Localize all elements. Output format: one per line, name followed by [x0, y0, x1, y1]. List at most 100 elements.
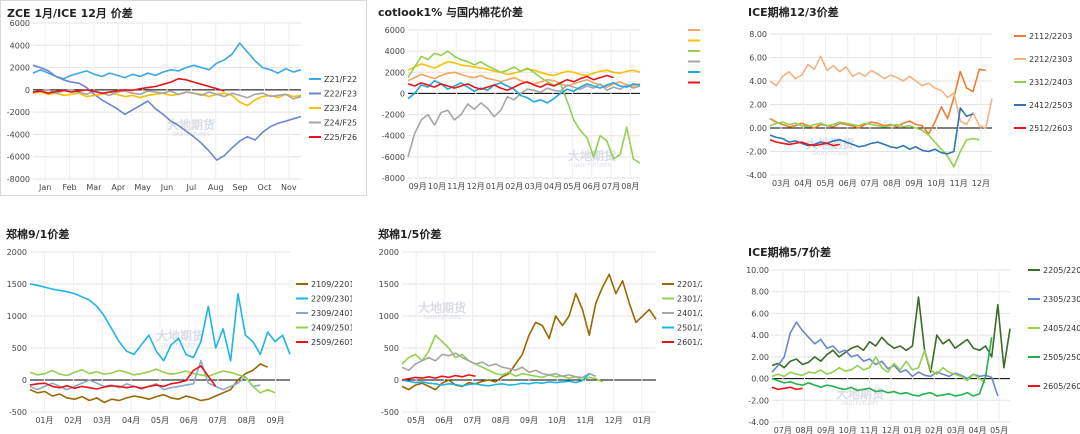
x-tick-label: 09月: [520, 416, 538, 425]
x-tick-label: 06月: [435, 416, 453, 425]
x-tick-label: 12月: [605, 416, 623, 425]
series-line: [29, 365, 217, 390]
x-tick-label: 10月: [428, 182, 446, 191]
chart-title: cotlook1% 与国内棉花价差: [378, 6, 524, 19]
watermark: 大地期货: [806, 136, 854, 151]
series-line: [407, 74, 614, 92]
x-tick-label: 02月: [505, 182, 523, 191]
y-tick-label: -2000: [382, 111, 405, 120]
x-tick-label: 04月: [122, 416, 140, 425]
legend-entry: Z21/F22: [324, 75, 357, 84]
y-tick-label: 6000: [10, 19, 30, 28]
series-line: [407, 83, 641, 158]
chart-cotlook-domestic-spread: cotlook1% 与国内棉花价差 6000 4000 2000 0 -2000 -4000…: [372, 0, 702, 196]
x-tick-label: 04月: [968, 426, 986, 434]
x-tick-label: 11月: [576, 416, 594, 425]
chart-zce-9-1-spread: 郑棉9/1价差 2000 1500 1000 500 0 -500 01月 02月 03月 04月 0…: [0, 222, 352, 434]
legend-entry: 2305/2307: [1043, 295, 1080, 304]
x-tick-label: 03月: [772, 179, 790, 188]
y-tick-label: 6.00: [749, 54, 767, 63]
x-tick-label: Nov: [281, 183, 297, 192]
legend-entry: 2509/2601: [311, 338, 352, 347]
x-tick-label: Feb: [62, 183, 76, 192]
y-tick-label: 4.00: [749, 77, 767, 86]
x-tick-label: 03月: [525, 182, 543, 191]
legend-entry: 2109/2201: [311, 280, 352, 289]
y-tick-label: 6.00: [751, 309, 769, 318]
series-line: [32, 42, 302, 80]
y-tick-label: -8000: [7, 175, 30, 184]
series-line: [29, 283, 291, 362]
chart-canvas: 10.00 8.00 6.00 4.00 2.00 0.00 -2.00 -4.00 07月 08…: [746, 266, 1080, 434]
x-tick-label: 11月: [860, 426, 878, 434]
y-tick-label: 0.00: [749, 124, 767, 133]
y-tick-label: 0: [394, 376, 399, 385]
y-tick-label: -4.00: [746, 171, 767, 180]
x-tick-label: 05月: [990, 426, 1008, 434]
watermark-sub: DADI FUTURES: [573, 163, 610, 169]
y-tick-label: 10.00: [746, 266, 769, 275]
x-tick-label: 03月: [947, 426, 965, 434]
series-line: [29, 363, 269, 404]
watermark-sub: DADI FUTURES: [423, 315, 460, 321]
chart-zce-ice-spread: ZCE 1月/ICE 12月 价差 6000 4000 2000 0 -2000 -4000…: [0, 0, 367, 196]
y-tick-label: -4000: [7, 130, 30, 139]
x-tick-label: 06月: [583, 182, 601, 191]
legend-entry: 2405/2407: [1043, 324, 1080, 333]
series-line: [407, 79, 641, 104]
chart-canvas: 8.00 6.00 4.00 2.00 0.00 -2.00 -4.00 03月 04月 05月 0…: [746, 30, 1072, 188]
y-tick-label: -2.00: [748, 396, 769, 405]
x-tick-label: 01月: [904, 426, 922, 434]
legend-entry: Z22/F23: [324, 90, 357, 99]
chart-canvas: 6000 4000 2000 0 -2000 -4000 -6000 -8000 Jan Feb M…: [7, 19, 357, 192]
x-tick-label: May: [134, 183, 151, 192]
y-tick-label: 500: [384, 344, 399, 353]
x-tick-label: 07月: [463, 416, 481, 425]
y-tick-label: -8000: [382, 174, 405, 183]
y-tick-label: -2000: [7, 108, 30, 117]
series-line: [771, 337, 993, 397]
x-tick-label: 08月: [492, 416, 510, 425]
chart-title: ICE期棉5/7价差: [748, 246, 832, 259]
x-tick-label: Jan: [38, 183, 51, 192]
series-line: [401, 374, 476, 381]
chart-title: ZCE 1月/ICE 12月 价差: [7, 7, 133, 20]
x-tick-label: 09月: [905, 179, 923, 188]
legend-entry: 2212/2303: [1029, 55, 1072, 64]
x-tick-label: Jun: [160, 183, 174, 192]
watermark-sub: DADI FUTURES: [841, 401, 878, 407]
x-tick-label: 01月: [486, 182, 504, 191]
legend-entry: 2312/2403: [1029, 78, 1072, 87]
series-line: [771, 321, 999, 397]
watermark: 大地期货: [418, 300, 466, 315]
x-tick-label: 08月: [795, 426, 813, 434]
chart-title: 郑棉1/5价差: [378, 228, 442, 241]
y-tick-label: -6000: [382, 153, 405, 162]
x-tick-label: 05月: [151, 416, 169, 425]
y-tick-label: 8.00: [751, 288, 769, 297]
y-tick-label: 2.00: [751, 353, 769, 362]
y-tick-label: 1500: [7, 280, 27, 289]
legend-entry: 2512/2603: [1029, 124, 1072, 133]
series-line: [32, 77, 225, 94]
y-tick-label: 2000: [385, 68, 405, 77]
series-line: [32, 64, 302, 161]
x-tick-label: 04月: [794, 179, 812, 188]
x-tick-label: 04月: [544, 182, 562, 191]
y-tick-label: 0: [25, 86, 30, 95]
x-tick-label: 11月: [950, 179, 968, 188]
chart-canvas: 2000 1500 1000 500 0 -500 01月 02月 03月 04月 05月 06月 07…: [7, 248, 352, 425]
x-tick-label: 08月: [621, 182, 639, 191]
x-tick-label: 06月: [180, 416, 198, 425]
legend-entry: 2309/2401: [311, 309, 352, 318]
watermark: 大地期货: [167, 117, 215, 132]
y-tick-label: 2000: [10, 64, 30, 73]
watermark: 大地期货: [156, 328, 204, 343]
y-tick-label: 4000: [385, 47, 405, 56]
x-tick-label: 07月: [774, 426, 792, 434]
x-tick-label: 07月: [602, 182, 620, 191]
y-tick-label: -500: [9, 408, 27, 417]
x-tick-label: 10月: [839, 426, 857, 434]
series-line: [769, 139, 840, 147]
